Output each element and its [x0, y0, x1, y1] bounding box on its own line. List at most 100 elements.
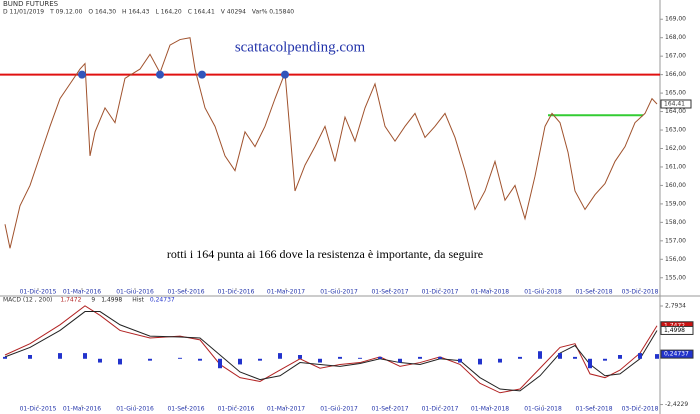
watermark: scattacolpending.com: [235, 39, 366, 55]
header-field: Var% 0,15840: [252, 9, 294, 16]
hist-bar: [338, 356, 342, 359]
header-field: T 09.12.00: [49, 9, 82, 16]
y-tick-label: 158,00: [665, 219, 686, 226]
hist-bar: [573, 356, 577, 359]
x-tick-label: 01-Dic-2015: [20, 289, 57, 296]
y-tick-label: 164,00: [665, 108, 686, 115]
x-tick-label: 01-Mar-2016: [63, 406, 101, 413]
y-tick-label: 156,00: [665, 256, 686, 263]
hist-bar: [438, 356, 442, 359]
x-tick-label: 01-Dic-2016: [218, 406, 255, 413]
last-value-label: 0,24737: [664, 351, 689, 358]
x-tick-label: 03-Dic-2018: [622, 289, 659, 296]
x-tick-label: 03-Dic-2018: [622, 406, 659, 413]
y-tick-label: 166,00: [665, 71, 686, 78]
hist-bar: [258, 358, 262, 361]
hist-bar: [378, 356, 382, 359]
x-tick-label: 01-Set-2018: [575, 406, 612, 413]
hist-bar: [558, 353, 562, 359]
last-value-box: [660, 99, 692, 109]
series-line: [4, 37, 658, 249]
hist-bar: [58, 353, 62, 359]
x-tick-label: 01-Giu-2017: [320, 289, 358, 296]
y-tick-label: 167,00: [665, 53, 686, 60]
x-tick-label: 01-Set-2016: [167, 289, 204, 296]
hist-bar: [98, 358, 102, 363]
last-value-label: 1,4998: [664, 327, 685, 334]
x-tick-label: 01-Dic-2017: [422, 406, 459, 413]
legend-value: 0,24737: [150, 297, 175, 304]
hist-bar: [218, 358, 222, 369]
marker: [156, 70, 164, 79]
legend-value: 1,7472: [60, 297, 81, 304]
y-tick-label: 169,00: [665, 16, 686, 23]
x-tick-label: 01-Dic-2015: [20, 406, 57, 413]
hist-bar: [83, 353, 87, 359]
x-tick-label: 01-Mar-2018: [471, 289, 509, 296]
x-tick-label: 01-Mar-2018: [471, 406, 509, 413]
y-tick-label: 159,00: [665, 200, 686, 207]
hist-bar: [198, 358, 202, 361]
last-value-label: 164,41: [664, 100, 685, 107]
last-value-box: [660, 349, 694, 359]
annotation: rotti i 164 punta ai 166 dove la resiste…: [167, 247, 483, 261]
chart-title: BUND FUTURES: [3, 0, 59, 8]
marker: [78, 70, 86, 79]
hist-bar: [655, 354, 659, 359]
x-tick-label: 01-Giu-2016: [116, 289, 154, 296]
hist-bar: [538, 351, 542, 359]
header-field: V 40294: [221, 9, 246, 16]
hist-bar: [458, 358, 462, 363]
hist-bar: [638, 353, 642, 359]
hist-bar: [178, 357, 182, 359]
hist-bar: [3, 356, 7, 359]
hist-bar: [498, 358, 502, 363]
hist-bar: [118, 358, 122, 365]
hist-bar: [618, 355, 622, 359]
marker: [281, 70, 289, 79]
x-tick-label: 01-Giu-2016: [116, 406, 154, 413]
hist-bar: [588, 358, 592, 369]
x-tick-label: 01-Mar-2017: [267, 289, 305, 296]
header-field: H 164,43: [122, 9, 150, 16]
x-tick-label: 01-Mar-2016: [63, 289, 101, 296]
y-tick-label: 165,00: [665, 90, 686, 97]
y-tick-label: 160,00: [665, 182, 686, 189]
x-tick-label: 01-Set-2016: [167, 406, 204, 413]
legend-value: 1,4998: [101, 297, 122, 304]
hist-bar: [28, 355, 32, 359]
legend-name: 9: [91, 297, 95, 304]
x-tick-label: 01-Set-2018: [575, 289, 612, 296]
y-tick-label: 155,00: [665, 274, 686, 281]
hist-bar: [518, 356, 522, 359]
marker: [198, 70, 206, 79]
x-tick-label: 01-Set-2017: [371, 289, 408, 296]
header-field: O 164,30: [88, 9, 116, 16]
last-value-label: 1,7472: [664, 322, 685, 329]
x-tick-label: 01-Dic-2016: [218, 289, 255, 296]
hist-bar: [478, 358, 482, 365]
x-tick-label: 01-Mar-2017: [267, 406, 305, 413]
hist-bar: [603, 358, 607, 361]
hist-bar: [318, 358, 322, 363]
hist-bar: [238, 358, 242, 365]
x-tick-label: 01-Giu-2017: [320, 406, 358, 413]
series-line: [4, 305, 658, 394]
hist-bar: [298, 355, 302, 359]
header-field: C 164,41: [188, 9, 215, 16]
y-tick-label: 2,7934: [665, 303, 686, 310]
x-tick-label: 01-Giu-2018: [524, 406, 562, 413]
y-tick-label: 168,00: [665, 34, 686, 41]
y-tick-label: 162,00: [665, 145, 686, 152]
hist-bar: [398, 358, 402, 363]
hist-bar: [358, 357, 362, 359]
y-tick-label: 157,00: [665, 237, 686, 244]
last-value-box: [660, 325, 694, 335]
x-tick-label: 01-Dic-2017: [422, 289, 459, 296]
x-tick-label: 01-Set-2017: [371, 406, 408, 413]
hist-bar: [418, 356, 422, 359]
hist-bar: [278, 353, 282, 359]
panel-title: MACD (12 , 200): [3, 297, 52, 304]
